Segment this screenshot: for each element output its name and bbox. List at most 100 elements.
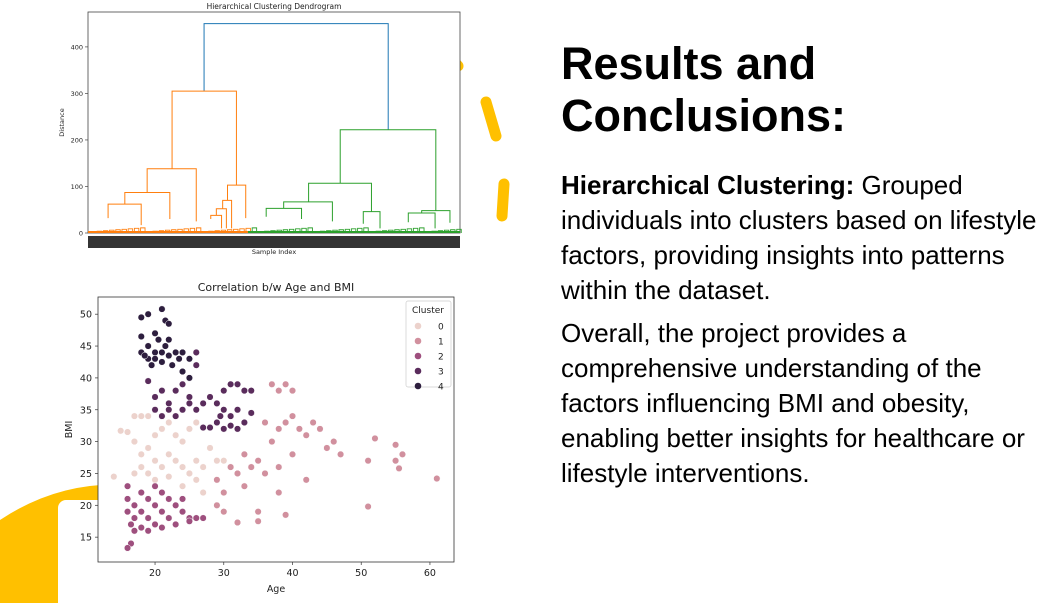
- data-point-cluster-4: [175, 355, 183, 363]
- data-point-cluster-3: [165, 406, 173, 414]
- data-point-cluster-4: [165, 336, 173, 344]
- data-point-cluster-0: [130, 469, 138, 478]
- data-point-cluster-1: [392, 457, 400, 465]
- dendrogram-leaf-link: [357, 227, 363, 233]
- data-point-cluster-1: [288, 412, 297, 420]
- data-point-cluster-3: [185, 393, 193, 401]
- data-point-cluster-2: [165, 495, 173, 503]
- dendrogram-leaf-link: [301, 227, 307, 233]
- data-point-cluster-2: [178, 495, 187, 503]
- data-point-cluster-0: [165, 473, 173, 481]
- data-point-cluster-1: [261, 469, 269, 478]
- data-point-cluster-0: [185, 425, 193, 433]
- dendrogram-link: [421, 210, 451, 223]
- data-point-cluster-2: [158, 489, 166, 497]
- dendrogram-leaf-link: [307, 227, 313, 233]
- data-point-cluster-0: [185, 469, 193, 478]
- legend-marker: [414, 337, 422, 345]
- legend-title: Cluster: [412, 306, 444, 316]
- data-point-cluster-1: [268, 438, 276, 446]
- legend-marker: [414, 352, 422, 360]
- data-point-cluster-3: [199, 424, 207, 432]
- data-point-cluster-1: [240, 450, 248, 458]
- dendrogram-link: [124, 192, 171, 220]
- data-point-cluster-1: [282, 380, 290, 388]
- data-point-cluster-1: [254, 508, 262, 516]
- data-point-cluster-2: [165, 514, 173, 522]
- data-point-cluster-0: [151, 431, 159, 439]
- data-point-cluster-0: [213, 457, 221, 465]
- x-tick-label: 50: [355, 568, 367, 579]
- dendrogram-link: [227, 184, 247, 219]
- data-point-cluster-2: [178, 508, 187, 516]
- data-point-cluster-0: [110, 473, 118, 481]
- data-point-cluster-3: [216, 412, 224, 420]
- data-point-cluster-3: [151, 393, 159, 401]
- data-point-cluster-3: [172, 412, 180, 420]
- data-point-cluster-3: [158, 412, 166, 420]
- data-point-cluster-3: [165, 399, 173, 407]
- data-point-cluster-0: [206, 444, 214, 452]
- dendrogram-leaf-link: [419, 227, 425, 233]
- y-tick-label: 45: [80, 342, 92, 353]
- data-point-cluster-3: [247, 387, 255, 395]
- data-point-cluster-2: [158, 508, 166, 516]
- dendrogram-link: [203, 23, 389, 130]
- data-point-cluster-4: [168, 361, 176, 369]
- dendrogram-chart: Hierarchical Clustering Dendrogram Sample…: [58, 2, 462, 256]
- data-point-cluster-0: [192, 457, 200, 465]
- data-point-cluster-1: [240, 482, 248, 490]
- data-point-cluster-3: [192, 348, 200, 356]
- data-point-cluster-1: [395, 464, 403, 472]
- data-point-cluster-2: [172, 501, 180, 509]
- data-point-cluster-3: [233, 380, 242, 388]
- data-point-cluster-3: [185, 399, 193, 407]
- data-point-cluster-3: [233, 425, 242, 433]
- dendrogram-leaf-link: [189, 227, 196, 233]
- data-point-cluster-2: [137, 524, 145, 532]
- x-tick-label: 30: [218, 568, 230, 579]
- data-point-cluster-1: [364, 457, 372, 465]
- data-point-cluster-1: [371, 434, 379, 442]
- dendrogram-link: [215, 208, 227, 229]
- data-point-cluster-2: [124, 482, 132, 490]
- data-point-cluster-0: [220, 457, 228, 465]
- data-point-cluster-0: [124, 428, 132, 436]
- data-point-cluster-4: [144, 342, 152, 350]
- data-point-cluster-0: [137, 450, 145, 458]
- legend-label: 1: [438, 338, 444, 348]
- data-point-cluster-2: [151, 482, 159, 490]
- dendrogram-leaf-link: [350, 228, 357, 233]
- data-point-cluster-3: [227, 380, 235, 388]
- dendrogram-link: [283, 201, 333, 222]
- dendrogram-leaf-link: [127, 228, 134, 233]
- paragraph-bold-lead: Hierarchical Clustering:: [561, 170, 855, 200]
- data-point-cluster-4: [141, 352, 149, 360]
- dendrogram-link: [407, 212, 436, 229]
- x-tick-label: 40: [286, 568, 298, 579]
- y-axis-label: Distance: [58, 108, 66, 136]
- dendrogram-leaf-link: [363, 227, 369, 233]
- data-point-cluster-3: [247, 409, 255, 417]
- paragraph-conclusion: Overall, the project provides a comprehe…: [561, 318, 1025, 488]
- data-point-cluster-1: [302, 476, 310, 484]
- data-point-cluster-4: [148, 361, 156, 369]
- x-axis-label: Sample Index: [252, 248, 296, 256]
- data-point-cluster-2: [199, 514, 207, 522]
- data-point-cluster-2: [172, 520, 180, 528]
- dendrogram-link: [171, 90, 237, 186]
- data-point-cluster-0: [199, 489, 207, 497]
- data-point-cluster-1: [275, 489, 283, 497]
- data-point-cluster-1: [227, 463, 235, 471]
- data-point-cluster-0: [151, 476, 159, 484]
- data-point-cluster-3: [213, 399, 221, 407]
- paragraph-hierarchical-clustering: Hierarchical Clustering: Grouped individ…: [561, 168, 1041, 308]
- data-point-cluster-3: [206, 393, 214, 401]
- data-point-cluster-3: [233, 406, 242, 414]
- data-point-cluster-0: [178, 482, 187, 490]
- data-point-cluster-2: [185, 517, 193, 525]
- data-point-cluster-0: [165, 450, 173, 458]
- y-tick-label: 0: [79, 230, 83, 238]
- data-point-cluster-1: [275, 463, 283, 471]
- dendrogram-leaf-link: [239, 228, 245, 233]
